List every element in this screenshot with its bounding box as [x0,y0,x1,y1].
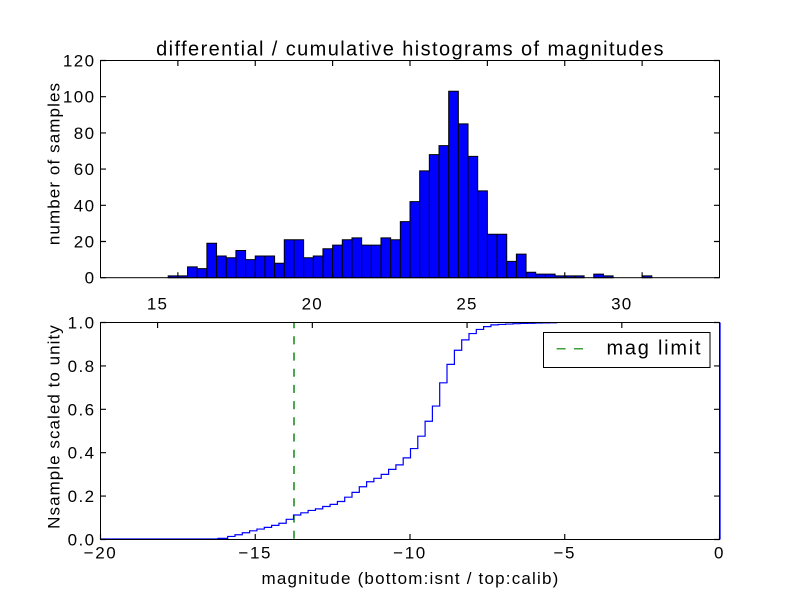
svg-text:number of samples: number of samples [45,82,64,245]
svg-text:differential / cumulative hist: differential / cumulative histograms of … [156,39,665,61]
svg-text:0.0: 0.0 [68,531,96,550]
svg-text:0.2: 0.2 [68,487,96,506]
svg-text:0.6: 0.6 [68,400,96,419]
svg-text:−5: −5 [553,544,576,563]
svg-text:0.8: 0.8 [68,357,96,376]
svg-text:0.4: 0.4 [68,444,96,463]
svg-text:1.0: 1.0 [68,314,96,333]
svg-text:magnitude (bottom:isnt / top:c: magnitude (bottom:isnt / top:calib) [261,569,559,588]
svg-text:0: 0 [714,544,725,563]
svg-text:40: 40 [74,196,96,215]
svg-text:25: 25 [456,295,477,314]
svg-text:−15: −15 [238,544,272,563]
svg-text:30: 30 [611,295,632,314]
svg-text:−20: −20 [84,544,118,563]
svg-text:−10: −10 [393,544,427,563]
svg-text:mag limit: mag limit [607,338,703,360]
svg-text:15: 15 [147,295,168,314]
svg-text:0: 0 [85,269,96,288]
svg-text:Nsample scaled to unity: Nsample scaled to unity [45,324,64,529]
svg-text:120: 120 [63,52,96,71]
svg-text:80: 80 [74,124,96,143]
svg-text:20: 20 [74,233,96,252]
svg-text:60: 60 [74,160,96,179]
svg-text:100: 100 [63,88,96,107]
svg-text:20: 20 [302,295,323,314]
